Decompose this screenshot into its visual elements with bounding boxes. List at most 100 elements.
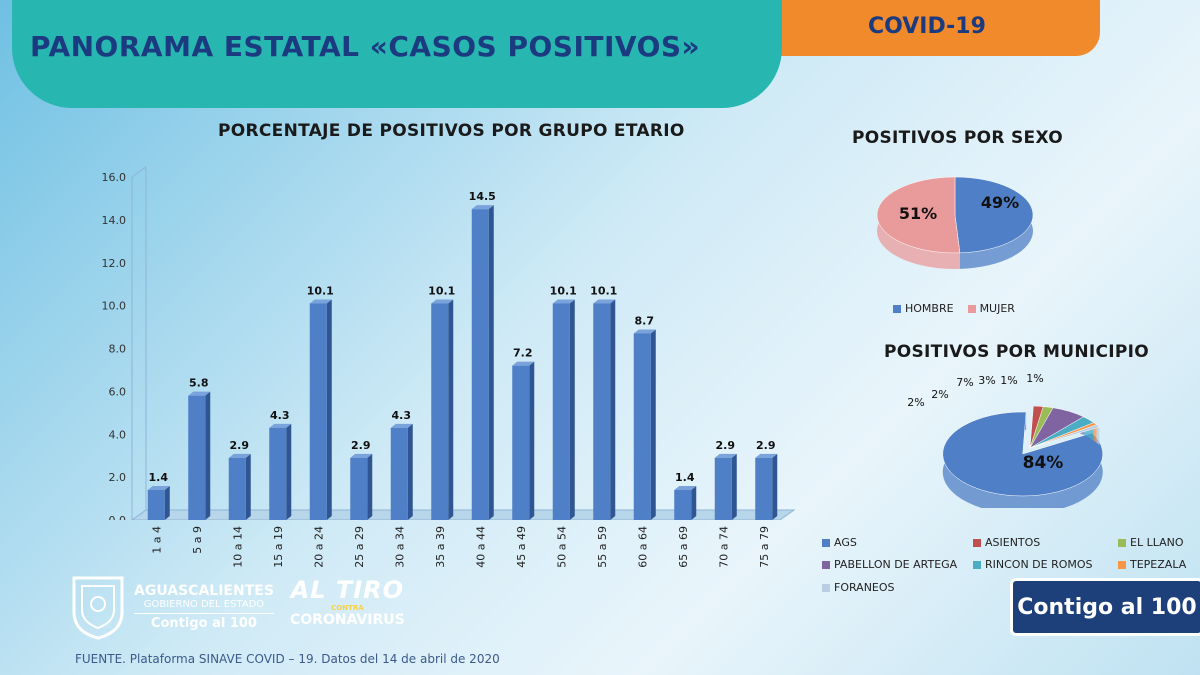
- coat-of-arms-icon: [72, 576, 124, 640]
- municipio-legend-item: PABELLON DE ARTEGA: [822, 558, 957, 571]
- bar-top: [714, 453, 737, 458]
- municipio-legend-item: TEPEZALA: [1118, 558, 1186, 571]
- legend-label: ASIENTOS: [985, 536, 1041, 549]
- pie-slice-group: [942, 411, 1103, 508]
- pie-slice: [954, 176, 1034, 254]
- x-tick-label: 1 a 4: [150, 526, 163, 554]
- bar-value-label: 8.7: [635, 314, 655, 327]
- bar-top: [350, 453, 373, 458]
- bar: [471, 209, 489, 520]
- bar-value-label: 10.1: [307, 284, 334, 297]
- bar-value-label: 4.3: [392, 409, 412, 422]
- bar-top: [593, 299, 616, 304]
- campaign-mid: CONTRA: [331, 604, 364, 612]
- bar-group: 10.1: [428, 284, 455, 520]
- bar-top: [552, 299, 575, 304]
- state-logo: [68, 572, 128, 644]
- legend-swatch-hombre: [893, 304, 901, 313]
- campaign-logo: AL TIRO CONTRA CORONAVIRUS: [290, 576, 405, 628]
- x-axis-labels: 1 a 4 5 a 9 10 a 14 15 a 19 20 a 24 25 a 29 30…: [150, 526, 771, 568]
- bar-group: 7.2: [512, 347, 535, 520]
- municipio-legend-item: RINCON DE ROMOS: [973, 558, 1093, 571]
- title-banner: [12, 0, 782, 108]
- bar-side: [245, 453, 251, 520]
- bar-side: [650, 329, 656, 520]
- pie-slice-label: 7%: [956, 376, 973, 389]
- legend-swatch-mujer: [967, 304, 976, 313]
- x-tick-label: 50 a 54: [555, 526, 568, 568]
- y-tick-label: 4.0: [109, 428, 127, 441]
- bar: [228, 457, 246, 520]
- bar: [512, 365, 530, 520]
- x-tick-label: 45 a 49: [515, 526, 528, 568]
- x-tick-label: 5 a 9: [191, 526, 204, 554]
- y-tick-label: 0.0: [109, 514, 127, 520]
- contigo-badge: Contigo al 100: [1010, 578, 1200, 636]
- x-tick-label: 10 a 14: [231, 526, 244, 568]
- state-name: AGUASCALIENTES: [134, 583, 274, 599]
- bar-group: 4.3: [269, 409, 292, 520]
- bar-value-label: 14.5: [469, 190, 496, 203]
- legend-swatch: [1118, 560, 1126, 569]
- sex-pie-title: POSITIVOS POR SEXO: [852, 128, 1064, 148]
- covid-label: COVID-19: [868, 14, 986, 39]
- bar-top: [228, 453, 251, 458]
- x-tick-label: 35 a 39: [434, 526, 447, 568]
- bar: [714, 457, 732, 520]
- axis-wall: [131, 166, 147, 520]
- legend-swatch: [822, 583, 830, 592]
- municipio-legend-item: FORANEOS: [822, 581, 895, 594]
- bar: [593, 303, 611, 520]
- bar-value-label: 10.1: [550, 284, 577, 297]
- legend-swatch: [1118, 538, 1126, 547]
- bar-chart-title: PORCENTAJE DE POSITIVOS POR GRUPO ETARIO: [218, 121, 685, 141]
- bar-side: [205, 391, 211, 520]
- bar-value-label: 2.9: [230, 439, 250, 452]
- bar-top: [512, 361, 535, 366]
- bar: [269, 427, 287, 520]
- pie-slice-label: 2%: [907, 396, 924, 409]
- legend-label-hombre: HOMBRE: [905, 302, 954, 315]
- bar-value-label: 4.3: [270, 409, 290, 422]
- pie-slice-label: 84%: [1023, 453, 1064, 473]
- bar-top: [188, 391, 211, 396]
- bar-group: 2.9: [755, 439, 778, 520]
- state-sub: GOBIERNO DEL ESTADO: [143, 599, 265, 610]
- legend-label: FORANEOS: [834, 581, 895, 594]
- bar-side: [367, 453, 373, 520]
- bar: [309, 303, 327, 520]
- pie-slice-label: 3%: [978, 374, 995, 387]
- bar-top: [674, 485, 697, 490]
- data-source: FUENTE. Plataforma SINAVE COVID – 19. Da…: [75, 652, 500, 666]
- bar: [674, 489, 692, 520]
- campaign-top: AL TIRO: [290, 576, 405, 604]
- bar-group: 2.9: [228, 439, 251, 520]
- legend-swatch: [973, 560, 981, 569]
- bar-value-label: 1.4: [675, 471, 695, 484]
- x-tick-label: 15 a 19: [272, 526, 285, 568]
- legend-swatch: [822, 538, 830, 547]
- bar-value-label: 10.1: [590, 284, 617, 297]
- bar: [552, 303, 570, 520]
- bar-top: [309, 299, 332, 304]
- x-tick-label: 60 a 64: [636, 526, 649, 568]
- pie-slice-label: 49%: [981, 193, 1019, 212]
- pie-slice: [876, 176, 961, 254]
- legend-label: EL LLANO: [1130, 536, 1184, 549]
- bar-side: [691, 485, 697, 520]
- bar-group: 8.7: [633, 314, 656, 520]
- bar-top: [633, 329, 656, 334]
- pie-slice: [942, 411, 1103, 497]
- bar: [390, 427, 408, 520]
- bar-top: [471, 205, 494, 210]
- bar-top: [431, 299, 454, 304]
- bar-group: 10.1: [307, 284, 334, 520]
- pie-slice: [1029, 424, 1100, 449]
- municipio-legend-item: AGS: [822, 536, 857, 549]
- bar-group: 14.5: [469, 190, 496, 520]
- municipio-pie-title: POSITIVOS POR MUNICIPIO: [884, 342, 1150, 362]
- y-tick-label: 8.0: [109, 343, 127, 356]
- pie-slice-label: 1%: [1026, 372, 1043, 385]
- bar-side: [610, 299, 616, 520]
- y-tick-label: 2.0: [109, 471, 127, 484]
